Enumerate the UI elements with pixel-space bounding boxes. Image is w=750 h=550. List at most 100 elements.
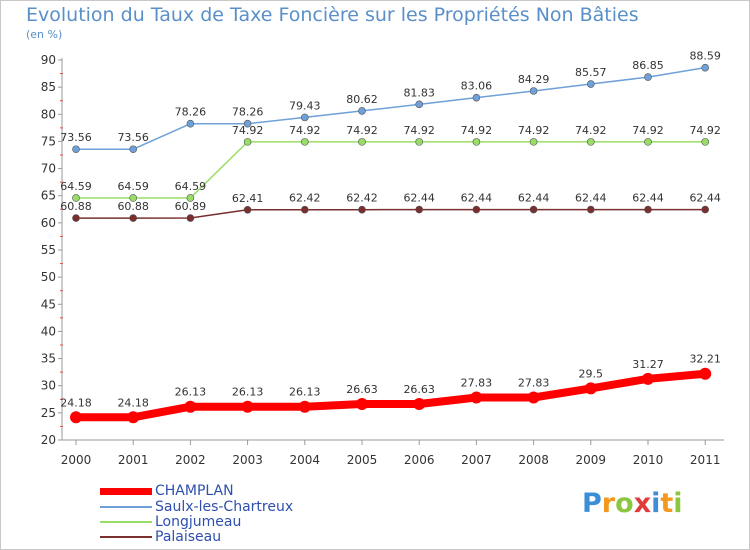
data-point-champlan-2010 bbox=[642, 372, 654, 385]
chart-title: Evolution du Taux de Taxe Foncière sur l… bbox=[26, 4, 639, 26]
data-point-longjumeau-2001 bbox=[129, 194, 137, 202]
data-point-longjumeau-2007 bbox=[472, 138, 481, 146]
data-label-saulx-les-chartreux-2003: 78.26 bbox=[232, 106, 264, 119]
data-label-champlan-2005: 26.63 bbox=[346, 383, 378, 396]
data-point-palaiseau-2003 bbox=[243, 205, 252, 214]
data-point-longjumeau-2000 bbox=[72, 194, 80, 202]
y-tick-label-85: 85 bbox=[41, 80, 56, 94]
y-tick-label-70: 70 bbox=[41, 162, 56, 176]
y-tick-label-90: 90 bbox=[41, 53, 56, 67]
data-label-palaiseau-2000: 60.88 bbox=[60, 200, 92, 213]
data-label-palaiseau-2005: 62.42 bbox=[346, 192, 378, 205]
series-line-longjumeau bbox=[75, 141, 706, 199]
data-point-palaiseau-2010 bbox=[644, 205, 652, 214]
data-label-saulx-les-chartreux-2004: 79.43 bbox=[289, 99, 321, 112]
y-tick-label-75: 75 bbox=[41, 134, 56, 148]
series-line-palaiseau bbox=[75, 208, 706, 219]
data-point-palaiseau-2011 bbox=[701, 205, 710, 214]
legend-swatch-champlan bbox=[100, 488, 152, 495]
x-tick-label-2008: 2008 bbox=[518, 453, 549, 467]
data-label-champlan-2011: 32.21 bbox=[689, 353, 721, 366]
unit-label: (en %) bbox=[26, 28, 63, 41]
x-tick-label-2007: 2007 bbox=[461, 453, 492, 467]
data-point-champlan-2009 bbox=[584, 382, 597, 395]
data-label-longjumeau-2007: 74.92 bbox=[461, 124, 493, 137]
data-label-longjumeau-2006: 74.92 bbox=[403, 124, 435, 137]
data-label-champlan-2003: 26.13 bbox=[232, 386, 264, 399]
y-tick-label-60: 60 bbox=[41, 216, 56, 230]
data-point-saulx-les-chartreux-2001 bbox=[129, 145, 137, 154]
data-label-champlan-2004: 26.13 bbox=[289, 386, 321, 399]
x-tick-label-2011: 2011 bbox=[690, 453, 721, 467]
data-point-palaiseau-2000 bbox=[72, 214, 80, 222]
data-label-palaiseau-2007: 62.44 bbox=[461, 192, 493, 205]
data-point-saulx-les-chartreux-2009 bbox=[586, 80, 595, 88]
data-point-palaiseau-2007 bbox=[472, 205, 481, 214]
y-tick-label-80: 80 bbox=[41, 107, 56, 121]
data-point-palaiseau-2001 bbox=[129, 214, 137, 222]
data-point-champlan-2005 bbox=[356, 398, 368, 411]
data-point-saulx-les-chartreux-2011 bbox=[701, 63, 710, 72]
data-point-champlan-2008 bbox=[527, 391, 540, 404]
data-point-saulx-les-chartreux-2006 bbox=[415, 100, 424, 109]
data-point-saulx-les-chartreux-2002 bbox=[186, 119, 195, 128]
legend-label-longjumeau: Longjumeau bbox=[155, 514, 242, 530]
data-label-saulx-les-chartreux-2007: 83.06 bbox=[461, 80, 493, 93]
x-tick-label-2006: 2006 bbox=[404, 453, 435, 467]
data-label-saulx-les-chartreux-2000: 73.56 bbox=[60, 131, 92, 144]
data-label-champlan-2002: 26.13 bbox=[175, 386, 207, 399]
data-point-champlan-2000 bbox=[70, 411, 82, 424]
x-tick-label-2010: 2010 bbox=[633, 453, 664, 467]
data-label-saulx-les-chartreux-2008: 84.29 bbox=[518, 73, 550, 86]
data-label-palaiseau-2002: 60.89 bbox=[175, 200, 207, 213]
logo-letter: x bbox=[633, 488, 652, 519]
data-label-saulx-les-chartreux-2010: 86.85 bbox=[632, 59, 664, 72]
data-label-longjumeau-2011: 74.92 bbox=[689, 124, 721, 137]
data-label-longjumeau-2002: 64.59 bbox=[175, 180, 207, 193]
y-tick-label-35: 35 bbox=[41, 352, 56, 366]
data-point-champlan-2002 bbox=[184, 400, 197, 413]
legend-label-palaiseau: Palaiseau bbox=[155, 529, 222, 545]
proxiti-logo: Proxiti bbox=[582, 488, 683, 519]
data-point-longjumeau-2010 bbox=[644, 138, 652, 146]
data-label-longjumeau-2001: 64.59 bbox=[117, 180, 149, 193]
logo-letter: i bbox=[651, 488, 661, 519]
data-point-champlan-2004 bbox=[298, 400, 311, 413]
legend-swatch-palaiseau bbox=[100, 536, 152, 538]
data-point-palaiseau-2006 bbox=[415, 205, 424, 214]
data-label-palaiseau-2010: 62.44 bbox=[632, 192, 664, 205]
data-point-saulx-les-chartreux-2000 bbox=[72, 145, 80, 154]
data-point-saulx-les-chartreux-2003 bbox=[243, 119, 252, 128]
data-point-palaiseau-2004 bbox=[300, 205, 309, 214]
x-tick-label-2003: 2003 bbox=[232, 453, 263, 467]
legend-label-saulx: Saulx-les-Chartreux bbox=[155, 499, 294, 515]
data-label-saulx-les-chartreux-2009: 85.57 bbox=[575, 66, 607, 79]
data-label-champlan-2010: 31.27 bbox=[632, 358, 664, 371]
series-line-champlan bbox=[72, 369, 710, 422]
data-label-saulx-les-chartreux-2001: 73.56 bbox=[117, 131, 149, 144]
data-point-palaiseau-2005 bbox=[358, 205, 366, 214]
data-point-champlan-2001 bbox=[127, 411, 140, 424]
data-point-champlan-2006 bbox=[413, 398, 426, 411]
data-label-longjumeau-2004: 74.92 bbox=[289, 124, 321, 137]
data-point-saulx-les-chartreux-2010 bbox=[644, 73, 652, 81]
logo-letter: r bbox=[601, 488, 616, 519]
data-point-palaiseau-2008 bbox=[529, 205, 538, 214]
data-label-palaiseau-2008: 62.44 bbox=[518, 192, 550, 205]
y-tick-label-30: 30 bbox=[41, 379, 56, 393]
y-tick-label-20: 20 bbox=[41, 433, 56, 447]
data-point-longjumeau-2009 bbox=[586, 138, 595, 146]
legend-swatch-longjumeau bbox=[100, 521, 152, 523]
data-label-palaiseau-2004: 62.42 bbox=[289, 192, 321, 205]
data-point-palaiseau-2009 bbox=[586, 205, 595, 214]
data-point-longjumeau-2008 bbox=[529, 138, 538, 146]
data-point-longjumeau-2011 bbox=[701, 138, 710, 146]
series-line-saulx-les-chartreux bbox=[75, 66, 706, 150]
data-label-longjumeau-2008: 74.92 bbox=[518, 124, 550, 137]
data-point-longjumeau-2004 bbox=[300, 138, 309, 146]
data-point-champlan-2011 bbox=[699, 367, 712, 380]
data-label-palaiseau-2009: 62.44 bbox=[575, 192, 607, 205]
logo-letter: P bbox=[582, 488, 602, 519]
data-label-saulx-les-chartreux-2002: 78.26 bbox=[175, 106, 207, 119]
